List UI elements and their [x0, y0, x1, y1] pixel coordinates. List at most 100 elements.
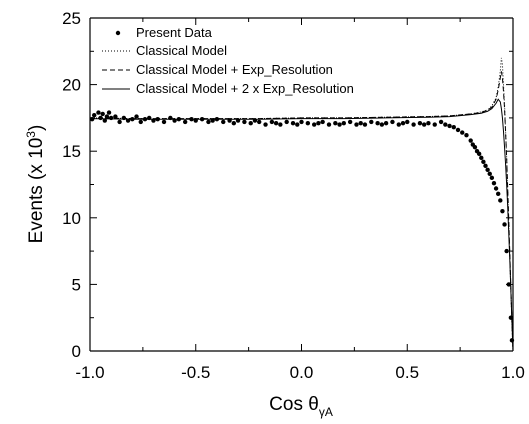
data-point — [498, 198, 503, 203]
data-point — [508, 315, 514, 320]
data-point — [506, 282, 511, 287]
data-point — [354, 122, 359, 127]
data-point — [485, 167, 490, 173]
data-point — [460, 130, 465, 135]
data-point — [455, 127, 461, 133]
data-point — [347, 119, 353, 125]
legend-label-classical-model: Classical Model — [136, 43, 227, 58]
data-point — [438, 119, 444, 125]
data-point — [161, 119, 167, 125]
data-point — [396, 122, 401, 127]
x-axis-title-sub: γA — [319, 405, 333, 419]
data-point — [290, 121, 296, 126]
data-point — [320, 119, 325, 125]
legend-label-exp-resolution: Classical Model + Exp_Resolution — [136, 62, 333, 77]
data-point — [421, 122, 427, 127]
data-point — [496, 191, 501, 197]
data-point — [138, 119, 143, 125]
data-point — [493, 186, 499, 191]
y-tick-label: 0 — [72, 342, 81, 361]
data-point — [443, 122, 448, 127]
series-layer — [89, 57, 515, 352]
data-point — [362, 122, 368, 127]
data-point — [299, 119, 304, 125]
data-point — [231, 121, 237, 126]
data-point — [113, 114, 118, 119]
data-point — [257, 119, 262, 125]
data-point — [206, 119, 211, 125]
data-point — [269, 119, 275, 125]
data-point — [333, 121, 338, 126]
data-point — [405, 119, 410, 125]
data-point — [432, 122, 437, 127]
data-point — [476, 151, 482, 157]
data-point — [106, 110, 112, 115]
data-point — [390, 119, 395, 125]
data-point — [509, 338, 515, 343]
x-axis-title: Cos θγA — [269, 394, 333, 419]
y-axis-title-sup: 3 — [24, 131, 38, 138]
data-point — [400, 121, 406, 126]
series-present-data — [89, 110, 515, 343]
data-point — [468, 138, 473, 143]
data-point — [502, 222, 507, 227]
x-tick-label: -1.0 — [75, 363, 104, 382]
data-point — [326, 122, 332, 127]
data-point — [96, 110, 101, 115]
data-point — [369, 119, 374, 125]
y-axis-title-main: Events (x 10 — [26, 138, 47, 244]
data-point — [263, 122, 268, 127]
data-point — [491, 180, 497, 186]
data-point — [248, 121, 253, 126]
data-point — [117, 119, 122, 125]
data-point — [479, 155, 484, 161]
series-line-2 — [89, 71, 514, 352]
data-point — [483, 163, 488, 169]
y-axis-title-end: ) — [26, 125, 47, 131]
y-tick-label: 15 — [62, 142, 81, 161]
x-axis-title-main: Cos θ — [269, 394, 319, 415]
data-point — [417, 121, 423, 126]
legend-label-2x-exp-resolution: Classical Model + 2 x Exp_Resolution — [136, 81, 354, 96]
series-line-3 — [89, 98, 514, 352]
data-point — [102, 118, 108, 123]
data-point — [337, 122, 342, 127]
data-point — [182, 119, 188, 125]
legend-label-present-data: Present Data — [136, 25, 213, 40]
data-point — [481, 159, 486, 165]
ticks: 0 5 10 15 20 25 -1.0 -0.5 0.0 0.5 1.0 — [62, 9, 525, 382]
data-point — [273, 121, 279, 126]
data-point — [464, 133, 469, 138]
data-point — [221, 119, 226, 125]
data-point — [379, 122, 385, 127]
data-point — [92, 113, 97, 118]
data-point — [447, 123, 452, 129]
data-point — [383, 121, 389, 126]
legend-marker-present-data — [115, 30, 121, 36]
x-tick-label: 1.0 — [501, 363, 525, 382]
y-tick-label: 10 — [62, 209, 81, 228]
data-point — [316, 121, 321, 126]
data-point — [500, 208, 505, 214]
data-point — [311, 122, 317, 127]
data-point — [295, 122, 300, 127]
data-point — [472, 145, 478, 150]
data-point — [278, 122, 283, 127]
data-point — [284, 119, 289, 125]
data-point — [504, 248, 509, 254]
data-point — [358, 121, 363, 126]
data-point — [375, 121, 380, 126]
data-point — [487, 171, 492, 177]
y-tick-label: 25 — [62, 9, 81, 28]
y-tick-label: 5 — [72, 275, 81, 294]
data-point — [489, 175, 495, 181]
series-line-1 — [89, 57, 514, 352]
x-tick-label: 0.5 — [395, 363, 419, 382]
data-point — [341, 121, 346, 126]
x-tick-label: -0.5 — [181, 363, 210, 382]
data-point — [100, 111, 105, 117]
data-point — [242, 119, 247, 125]
data-point — [426, 121, 431, 126]
data-point — [134, 114, 139, 119]
